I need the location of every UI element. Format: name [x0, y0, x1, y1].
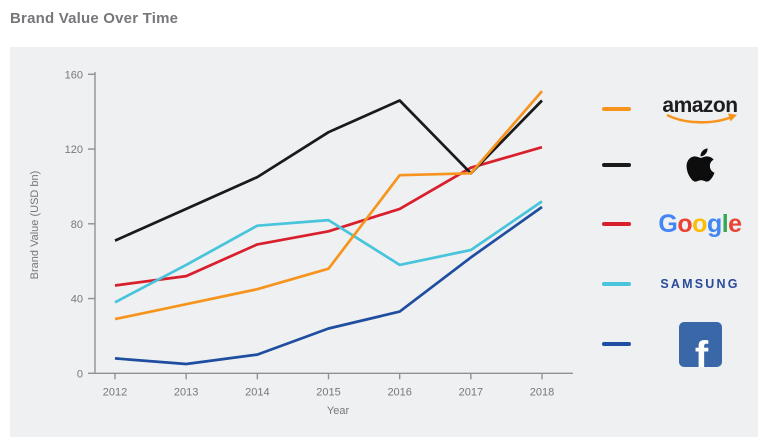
amazon-line-swatch: [602, 107, 631, 111]
svg-text:80: 80: [71, 219, 83, 231]
google-logo-letter: o: [677, 209, 693, 238]
svg-text:2012: 2012: [103, 386, 127, 398]
google-logo-letter: o: [692, 209, 707, 238]
svg-text:40: 40: [71, 294, 83, 306]
svg-text:2015: 2015: [316, 386, 340, 398]
amazon-smile-icon: [667, 113, 738, 124]
svg-text:2017: 2017: [459, 386, 483, 398]
chart-legend: amazon Google: [602, 47, 762, 437]
facebook-line-swatch: [602, 342, 631, 346]
apple-logo-icon: [686, 148, 714, 182]
page-title: Brand Value Over Time: [10, 10, 179, 27]
samsung-logo: SAMSUNG: [660, 276, 740, 291]
legend-item-samsung: SAMSUNG: [602, 262, 756, 306]
amazon-logo-text: amazon: [662, 93, 738, 117]
svg-text:0: 0: [77, 368, 83, 380]
svg-text:120: 120: [65, 144, 83, 156]
y-axis-title: Brand Value (USD bn): [29, 170, 41, 280]
svg-text:2014: 2014: [245, 386, 269, 398]
chart-panel: 0 40 80 120 160 2012 2013 2014 2015 2016 2017 2018 …: [10, 47, 758, 437]
google-logo-letter: l: [721, 209, 729, 238]
facebook-logo-letter: f: [694, 333, 709, 367]
legend-item-google: Google: [602, 202, 756, 246]
legend-item-amazon: amazon: [602, 87, 756, 131]
svg-text:160: 160: [65, 69, 83, 81]
google-line-swatch: [602, 222, 631, 226]
amazon-logo: amazon: [662, 93, 738, 124]
apple-line-swatch: [602, 163, 631, 167]
google-logo: Google: [658, 209, 742, 238]
google-logo-letter: g: [706, 209, 722, 238]
svg-text:2018: 2018: [530, 386, 554, 398]
svg-text:2013: 2013: [174, 386, 198, 398]
legend-item-facebook: f: [602, 321, 756, 367]
svg-text:2016: 2016: [387, 386, 411, 398]
legend-item-apple: [602, 143, 756, 187]
x-axis-title: Year: [326, 405, 350, 417]
google-logo-letter: G: [658, 209, 678, 238]
facebook-logo-icon: f: [678, 321, 722, 367]
line-chart-plot: 0 40 80 120 160 2012 2013 2014 2015 2016 2017 2018: [65, 69, 573, 398]
samsung-line-swatch: [602, 282, 631, 286]
google-logo-letter: e: [728, 209, 742, 238]
